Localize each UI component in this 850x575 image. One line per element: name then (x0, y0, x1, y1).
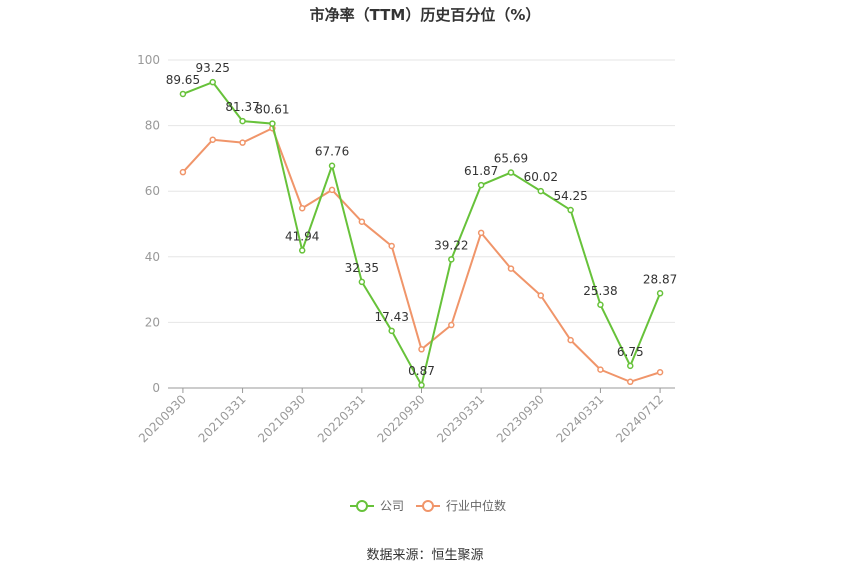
x-tick-label: 20230930 (494, 392, 547, 445)
data-point[interactable] (477, 229, 485, 237)
data-point[interactable] (418, 381, 425, 389)
legend-label: 公司 (380, 499, 404, 513)
x-tick-label: 20230331 (434, 392, 487, 445)
series-line (182, 127, 661, 383)
data-label: 32.35 (345, 261, 379, 275)
grid-layer (168, 59, 675, 323)
data-label: 39.22 (434, 238, 468, 252)
legend-marker-icon (422, 500, 434, 512)
data-point[interactable] (567, 206, 574, 214)
x-tick-label: 20240331 (553, 392, 606, 445)
data-label: 60.02 (524, 170, 558, 184)
data-point[interactable] (328, 186, 336, 194)
legend-item[interactable]: 行业中位数 (416, 498, 506, 513)
data-point[interactable] (597, 301, 604, 309)
x-tick-label: 20200930 (136, 392, 189, 445)
data-point[interactable] (656, 369, 664, 376)
data-point[interactable] (627, 378, 634, 386)
data-point[interactable] (567, 336, 574, 344)
data-point[interactable] (179, 168, 187, 176)
data-point[interactable] (209, 78, 216, 86)
data-point[interactable] (388, 242, 395, 250)
data-label: 81.37 (225, 100, 259, 114)
data-label: 0.87 (408, 364, 435, 378)
data-label: 25.38 (583, 284, 617, 298)
data-label: 80.61 (255, 103, 289, 117)
x-tick-label: 20210930 (255, 392, 308, 445)
data-point[interactable] (358, 218, 366, 225)
legend-marker-icon (356, 500, 368, 512)
y-tick-label: 40 (145, 250, 160, 264)
data-point[interactable] (537, 292, 545, 299)
data-label: 28.87 (643, 272, 677, 286)
data-point[interactable] (358, 278, 366, 286)
legend[interactable]: 公司 行业中位数 (350, 498, 506, 513)
data-point[interactable] (388, 327, 395, 335)
chart-title: 市净率（TTM）历史百分位（%） (310, 6, 541, 24)
data-label: 61.87 (464, 164, 498, 178)
data-point[interactable] (269, 120, 276, 127)
y-tick-label: 80 (145, 119, 160, 133)
data-point[interactable] (477, 181, 485, 189)
data-label: 41.94 (285, 229, 319, 243)
data-point[interactable] (239, 139, 246, 146)
x-tick-label: 20240712 (613, 392, 666, 445)
data-point[interactable] (507, 265, 515, 272)
data-point[interactable] (239, 117, 246, 125)
data-point[interactable] (656, 290, 664, 297)
data-label: 93.25 (196, 61, 230, 75)
data-point[interactable] (209, 136, 216, 143)
data-label: 54.25 (553, 189, 587, 203)
data-point[interactable] (507, 169, 515, 176)
data-point[interactable] (179, 90, 187, 98)
legend-label: 行业中位数 (446, 498, 506, 513)
data-label: 89.65 (166, 73, 200, 87)
data-point[interactable] (597, 366, 604, 373)
data-source: 数据来源：恒生聚源 (366, 548, 483, 563)
data-point[interactable] (448, 256, 455, 263)
series-layer (179, 78, 664, 389)
data-point[interactable] (627, 362, 634, 370)
y-tick-label: 0 (152, 381, 160, 395)
data-label: 17.43 (374, 310, 408, 324)
data-point[interactable] (328, 162, 336, 169)
data-point[interactable] (418, 346, 425, 353)
y-tick-label: 60 (145, 184, 160, 198)
data-point[interactable] (448, 321, 455, 329)
data-point[interactable] (298, 205, 306, 212)
data-point[interactable] (537, 187, 545, 195)
legend-item[interactable]: 公司 (350, 499, 404, 513)
data-label: 67.76 (315, 145, 349, 159)
x-tick-label: 20220331 (315, 392, 368, 445)
series-line (182, 81, 662, 387)
x-tick-label: 20210331 (196, 392, 249, 445)
y-tick-label: 100 (137, 53, 160, 67)
data-label: 65.69 (494, 152, 528, 166)
y-tick-label: 20 (145, 315, 160, 329)
data-point[interactable] (298, 247, 306, 254)
x-tick-label: 20220930 (375, 392, 428, 445)
data-label: 6.75 (617, 345, 644, 359)
